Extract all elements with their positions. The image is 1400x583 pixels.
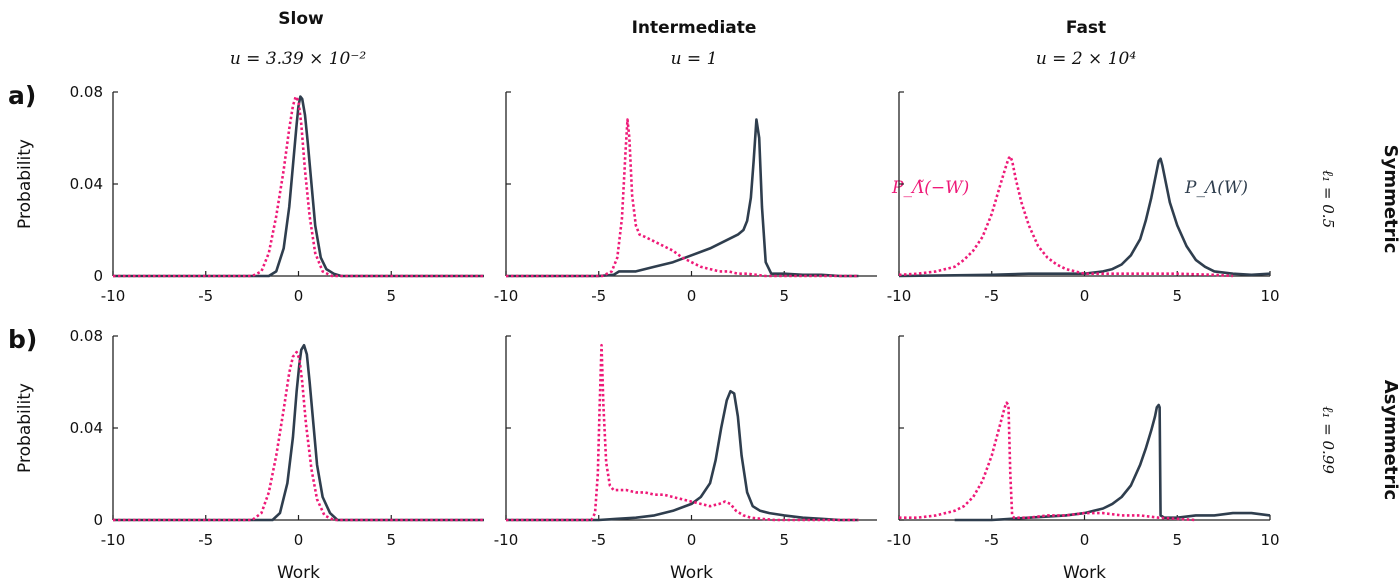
panel-a-slow: -10 -5 0 5 0 0.04 0.08 Probability: [15, 83, 484, 305]
side-param-symmetric: ℓ₁ = 0.5: [1319, 170, 1337, 228]
chart-b-fast-reverse-work-curve: [899, 401, 1196, 522]
chart-a-fast-reverse-work-curve: [898, 155, 1233, 278]
panel-a-intermediate: -10 -5 0 5: [494, 91, 877, 305]
chart-a-intermediate-x-tick-label: 5: [779, 287, 789, 305]
chart-a-slow-forward-work-curve: [113, 95, 484, 278]
panel-b-slow: -10 -5 0 5 0 0.04 0.08 Probability Work: [15, 327, 484, 583]
chart-b-fast-x-axis-title: Work: [1063, 563, 1106, 583]
chart-a-fast-x-tick-label: -5: [984, 287, 999, 305]
chart-b-slow-forward-work-curve: [113, 343, 484, 522]
chart-a-intermediate-x-tick-label: -10: [494, 287, 519, 305]
chart-b-fast-x-tick-label: 5: [1172, 531, 1182, 549]
chart-a-slow-x-tick-label: 5: [386, 287, 396, 305]
chart-b-intermediate-reverse-work-curve: [506, 343, 859, 522]
chart-b-slow-x-axis-title: Work: [277, 563, 320, 583]
chart-b-intermediate-forward-work-curve: [506, 389, 859, 522]
chart-b-slow-reverse-work-curve: [113, 350, 484, 522]
reverse-distribution-label: P_Λ̃(−W): [891, 178, 969, 198]
chart-b-fast-x-tick-label: 10: [1260, 531, 1279, 549]
chart-a-intermediate-x-tick-label: -5: [591, 287, 606, 305]
chart-b-slow-x-tick-label: -5: [198, 531, 213, 549]
chart-b-intermediate-x-tick-label: -5: [591, 531, 606, 549]
chart-a-slow-reverse-work-curve: [113, 95, 484, 278]
forward-distribution-label: P_Λ(W): [1184, 178, 1248, 198]
panel-b-intermediate: -10 -5 0 5 Work: [494, 335, 877, 583]
chart-b-fast-x-tick-label: -5: [984, 531, 999, 549]
chart-b-fast-x-tick-label: 0: [1080, 531, 1090, 549]
panel-b-fast: -10 -5 0 5 10 Work: [887, 335, 1280, 583]
chart-b-slow-x-tick-label: 5: [386, 531, 396, 549]
chart-a-slow-x-tick-label: -5: [198, 287, 213, 305]
column-title-intermediate: Intermediate: [632, 18, 757, 38]
chart-a-slow-y-axis-title: Probability: [15, 139, 35, 229]
side-param-asymmetric: ℓ₁ = 0.99: [1319, 406, 1337, 474]
chart-a-fast-x-tick-label: 10: [1260, 287, 1279, 305]
chart-b-slow-y-tick-label: 0.04: [70, 419, 103, 437]
chart-b-fast-x-tick-label: -10: [887, 531, 912, 549]
chart-a-fast-forward-work-curve: [898, 157, 1271, 278]
chart-a-slow-y-tick-label: 0.04: [70, 175, 103, 193]
side-title-asymmetric: Asymmetric: [1380, 380, 1400, 500]
chart-a-intermediate-reverse-work-curve: [506, 118, 859, 278]
chart-a-fast-x-tick-label: 0: [1080, 287, 1090, 305]
chart-a-slow-y-tick-label: 0.08: [70, 83, 103, 101]
chart-a-fast-x-tick-label: 5: [1172, 287, 1182, 305]
chart-a-fast-x-tick-label: -10: [887, 287, 912, 305]
chart-b-slow-x-tick-label: 0: [294, 531, 304, 549]
row-label-b: b): [8, 325, 37, 354]
chart-b-intermediate-x-tick-label: 0: [687, 531, 697, 549]
chart-b-intermediate-x-axis-title: Work: [670, 563, 713, 583]
chart-b-intermediate-x-tick-label: -10: [494, 531, 519, 549]
chart-a-slow-y-tick-label: 0: [93, 267, 103, 285]
column-speed-slow: u = 3.39 × 10⁻²: [230, 49, 367, 69]
chart-a-intermediate-x-tick-label: 0: [687, 287, 697, 305]
chart-b-slow-y-axis-title: Probability: [15, 383, 35, 473]
chart-b-slow-y-tick-label: 0.08: [70, 327, 103, 345]
column-speed-fast: u = 2 × 10⁴: [1036, 49, 1137, 69]
chart-a-slow-x-tick-label: 0: [294, 287, 304, 305]
chart-b-slow-x-tick-label: -10: [101, 531, 126, 549]
chart-a-slow-x-tick-label: -10: [101, 287, 126, 305]
chart-b-intermediate-x-tick-label: 5: [779, 531, 789, 549]
chart-a-intermediate-forward-work-curve: [506, 118, 859, 278]
column-title-slow: Slow: [278, 9, 324, 29]
column-title-fast: Fast: [1066, 18, 1106, 38]
row-label-a: a): [8, 81, 36, 110]
side-title-symmetric: Symmetric: [1380, 145, 1400, 254]
column-speed-intermediate: u = 1: [671, 49, 718, 69]
panel-a-fast: -10 -5 0 5 10: [887, 91, 1280, 305]
chart-b-slow-y-tick-label: 0: [93, 511, 103, 529]
